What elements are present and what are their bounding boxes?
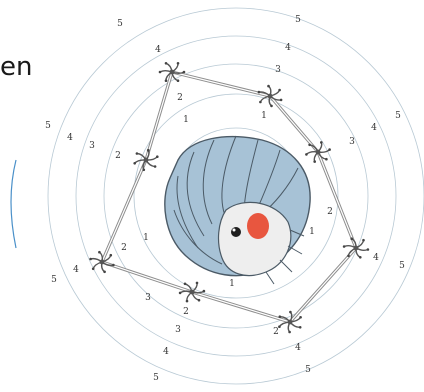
side-arc: [10, 159, 17, 249]
creature-illustration: [164, 135, 311, 285]
creature-eye: [231, 227, 241, 237]
ring-label-1: 1: [309, 227, 315, 237]
creature-head: [217, 201, 292, 277]
ring-label-2: 2: [183, 307, 189, 317]
ring-label-5: 5: [295, 15, 301, 25]
connector-node-icon: [178, 281, 206, 303]
ring-label-4: 4: [371, 123, 377, 133]
ring-label-4: 4: [295, 343, 301, 353]
ring-label-5: 5: [117, 19, 123, 29]
ring-label-3: 3: [175, 325, 181, 335]
ring-label-4: 4: [73, 265, 79, 275]
creature-legs: [265, 229, 305, 285]
connector-node-icon: [342, 237, 370, 259]
clipped-title-fragment: en: [0, 52, 33, 82]
ring-label-4: 4: [67, 133, 73, 143]
ring-label-4: 4: [373, 253, 379, 263]
ring-label-3: 3: [89, 141, 95, 151]
ring-label-3: 3: [349, 137, 355, 147]
eye-patch: [247, 213, 269, 239]
ring-label-5: 5: [395, 111, 401, 121]
connector-node-icon: [133, 148, 159, 172]
ring-3: [103, 63, 369, 329]
ring-label-2: 2: [121, 243, 127, 253]
ring-label-5: 5: [45, 121, 51, 131]
ring-label-2: 2: [327, 207, 333, 217]
connector-node-icon: [158, 62, 186, 82]
creature-eye-highlight: [232, 228, 236, 232]
connector-node-icon: [89, 250, 115, 274]
ring-label-2: 2: [273, 327, 279, 337]
ring-label-2: 2: [177, 93, 183, 103]
ring-label-5: 5: [51, 275, 57, 285]
ring-label-5: 5: [153, 373, 159, 383]
ring-4: [75, 35, 397, 357]
ring-label-5: 5: [399, 261, 405, 271]
ring-label-1: 1: [183, 115, 189, 125]
ring-label-3: 3: [275, 65, 281, 75]
connector-nodes: [89, 62, 370, 334]
ring-label-3: 3: [145, 293, 151, 303]
ring-label-1: 1: [229, 279, 235, 289]
connector-node-icon: [278, 310, 302, 334]
ring-label-1: 1: [261, 111, 267, 121]
ring-label-5: 5: [305, 365, 311, 375]
ring-label-4: 4: [285, 43, 291, 53]
connector-node-icon: [257, 84, 283, 108]
ring-label-4: 4: [155, 45, 161, 55]
ring-2: [133, 93, 339, 299]
ring-label-4: 4: [163, 347, 169, 357]
ring-label-1: 1: [143, 233, 149, 243]
ring-label-2: 2: [115, 151, 121, 161]
connector-node-icon: [305, 141, 331, 163]
ring-5: [47, 7, 424, 385]
